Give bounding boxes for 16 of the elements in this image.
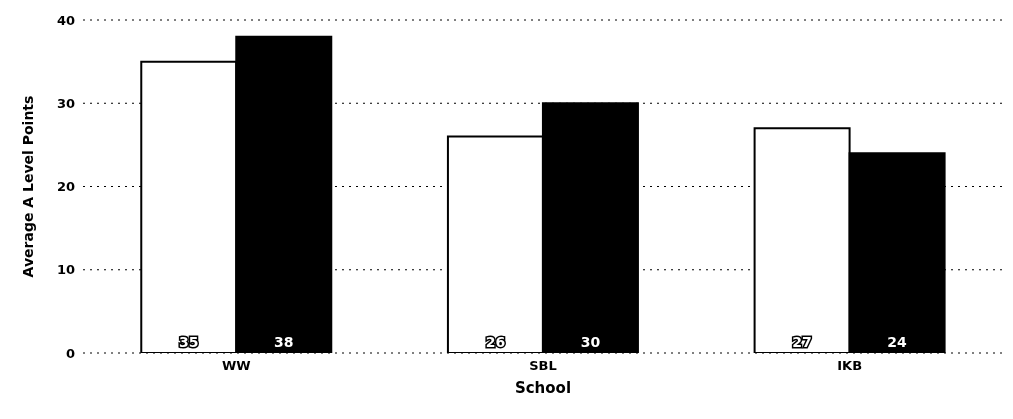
data-label: 26 [485, 334, 506, 350]
y-tick-label: 10 [56, 262, 75, 278]
data-label: 24 [887, 334, 908, 350]
data-label: 30 [580, 334, 601, 350]
y-tick-label: 40 [56, 12, 75, 28]
y-tick-label: 20 [56, 179, 75, 195]
x-axis-title: School [514, 379, 572, 397]
x-tick-label: WW [221, 358, 251, 374]
data-label: 27 [792, 334, 812, 350]
y-tick-label: 0 [65, 345, 75, 361]
y-axis-title: Average A Level Points [19, 95, 36, 278]
x-tick-label: IKB [837, 358, 863, 374]
x-tick-label: SBL [529, 358, 557, 374]
data-label: 38 [274, 334, 294, 350]
y-tick-label: 30 [56, 95, 75, 111]
data-label: 35 [179, 334, 199, 350]
